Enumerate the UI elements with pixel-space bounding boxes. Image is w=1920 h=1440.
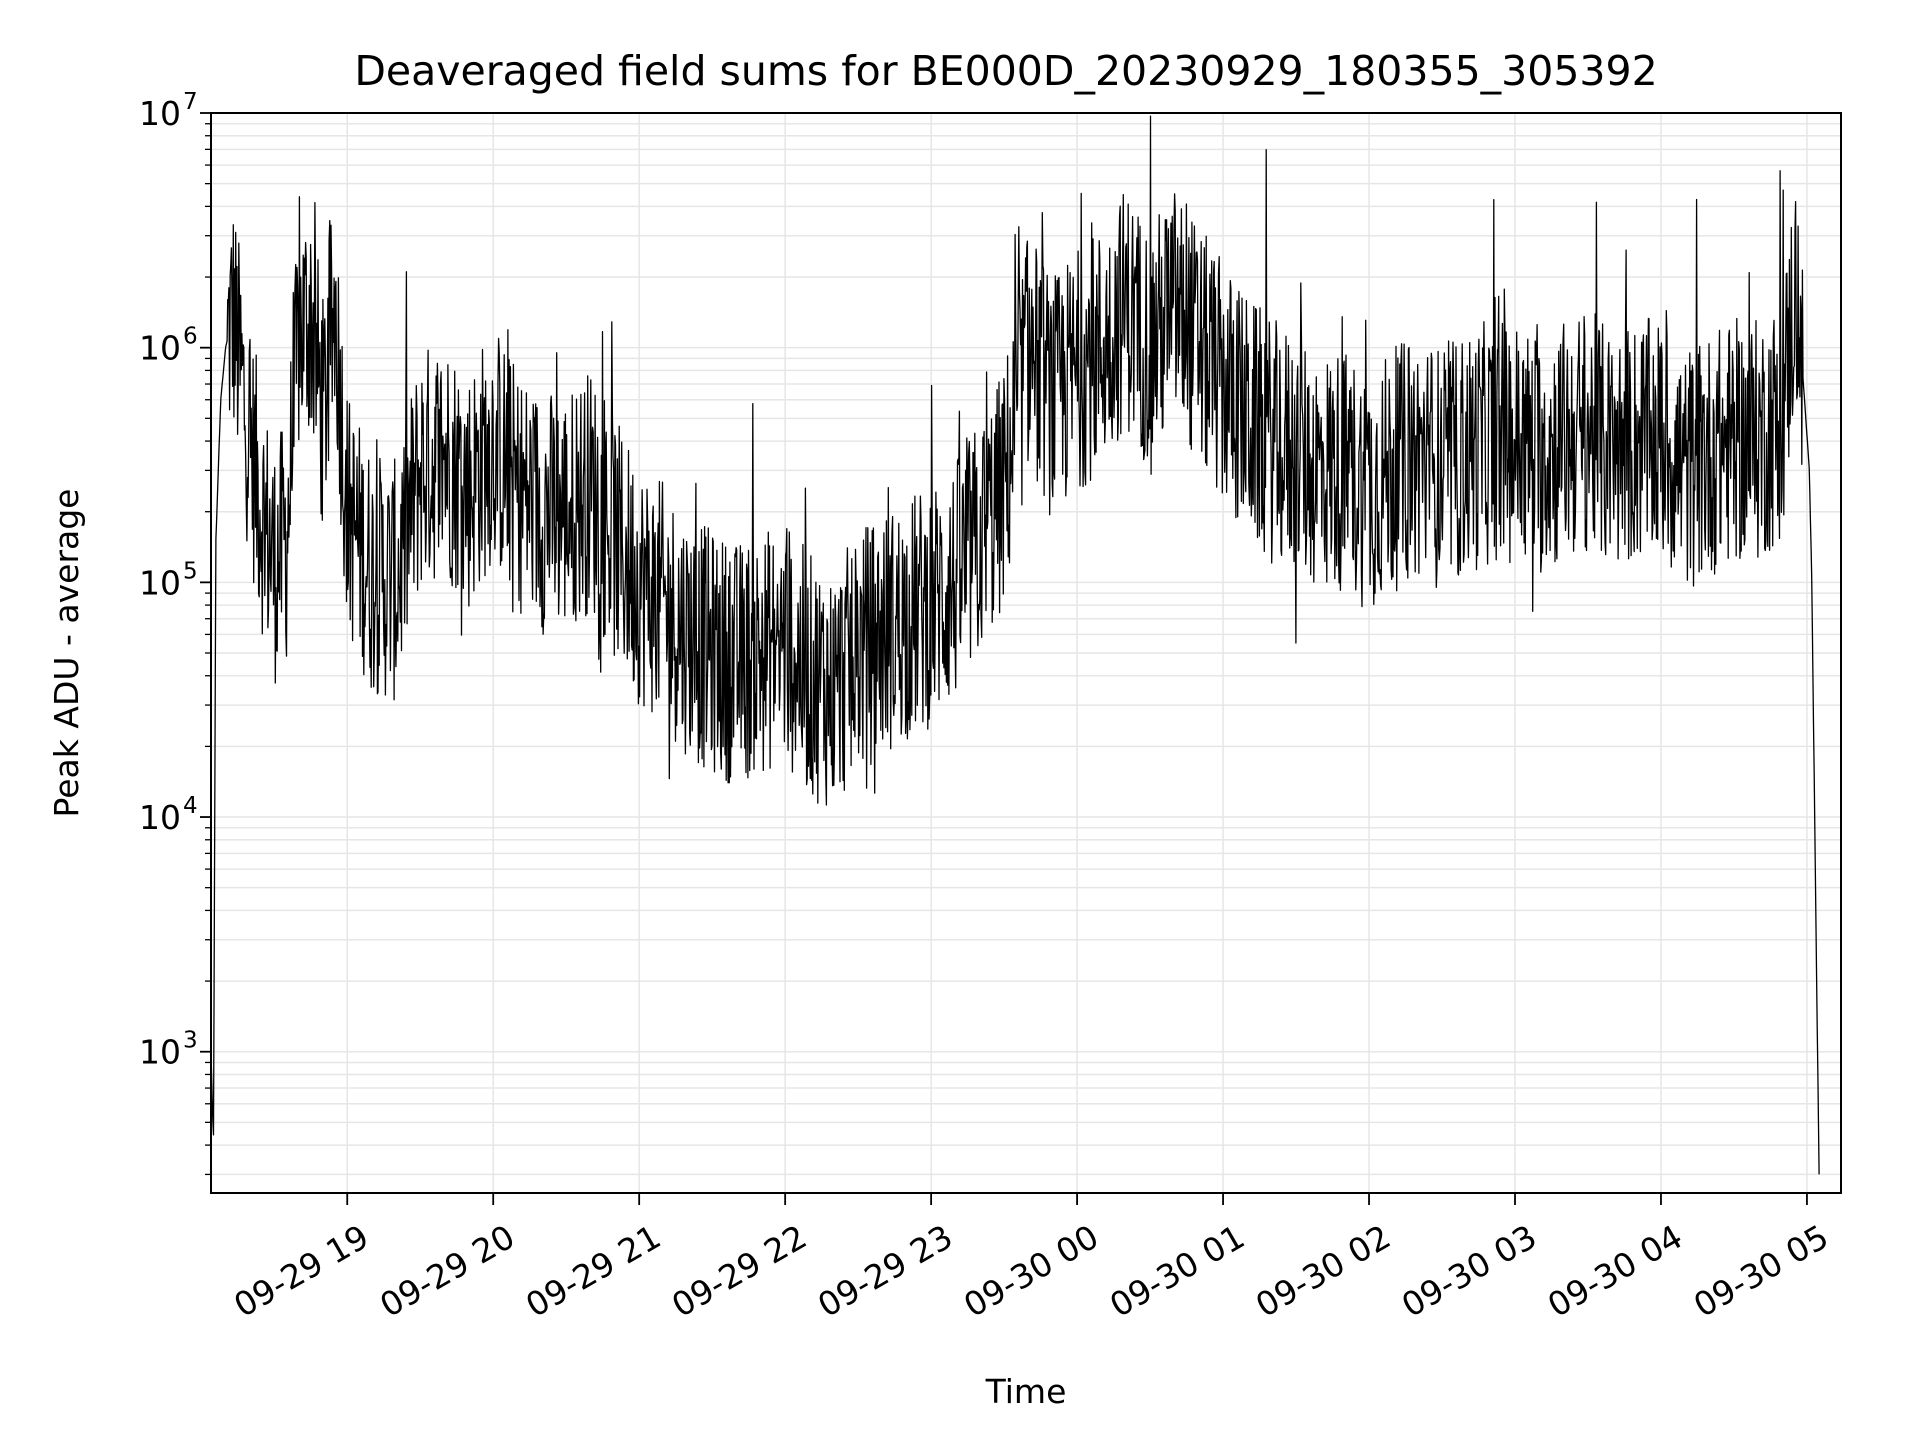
- series-line: [211, 115, 1820, 1175]
- x-tick-label: 09-30 03: [1395, 1217, 1543, 1325]
- y-tick-exponent: 7: [183, 89, 198, 115]
- y-tick-label: 10: [139, 798, 181, 837]
- y-tick-label: 10: [139, 563, 181, 602]
- y-tick-exponent: 4: [183, 793, 198, 819]
- y-tick-label: 10: [139, 94, 181, 133]
- x-tick-label: 09-30 04: [1541, 1217, 1689, 1325]
- x-tick-label: 09-30 05: [1687, 1217, 1835, 1325]
- x-tick-label: 09-29 22: [665, 1217, 813, 1325]
- y-tick-label: 10: [139, 1033, 181, 1072]
- x-tick-label: 09-30 01: [1103, 1217, 1251, 1325]
- x-tick-label: 09-29 23: [811, 1217, 959, 1325]
- grid: [211, 112, 1841, 1193]
- y-axis-title: Peak ADU - average: [47, 489, 86, 818]
- x-tick-label: 09-30 00: [957, 1217, 1105, 1325]
- y-tick-exponent: 3: [183, 1028, 198, 1054]
- y-tick-label: 10: [139, 329, 181, 368]
- y-tick-exponent: 5: [183, 558, 198, 584]
- x-tick-label: 09-30 02: [1249, 1217, 1397, 1325]
- y-tick-exponent: 6: [183, 324, 198, 350]
- chart-title: Deaveraged field sums for BE000D_2023092…: [354, 47, 1657, 95]
- x-tick-label: 09-29 21: [519, 1217, 667, 1325]
- x-axis-title: Time: [985, 1372, 1067, 1411]
- x-tick-label: 09-29 19: [227, 1217, 375, 1325]
- x-tick-label: 09-29 20: [373, 1217, 521, 1325]
